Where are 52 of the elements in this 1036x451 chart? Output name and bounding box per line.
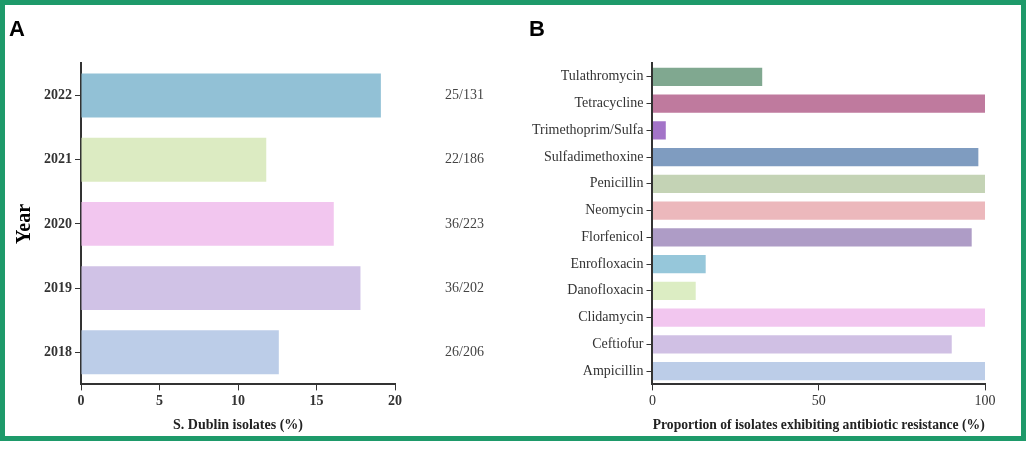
bar bbox=[652, 254, 706, 274]
chart-title: A bbox=[9, 16, 25, 42]
x-tick-label: 5 bbox=[156, 393, 163, 409]
y-tick-label: Ampicillin bbox=[582, 362, 644, 378]
x-axis-title: Proportion of isolates exhibiting antibiotic resistance (%) bbox=[652, 417, 985, 434]
chart-title: B bbox=[529, 16, 545, 42]
y-tick-label: 2018 bbox=[44, 343, 72, 359]
y-tick-label: Trimethoprim/Sulfa bbox=[531, 121, 645, 137]
x-tick-label: 10 bbox=[231, 393, 245, 409]
y-tick-label: 2019 bbox=[44, 279, 72, 295]
x-axis-title: S. Dublin isolates (%) bbox=[173, 417, 304, 434]
y-tick-label: 2022 bbox=[44, 87, 72, 103]
bar bbox=[652, 147, 979, 167]
y-tick-label: Tulathromycin bbox=[560, 68, 644, 84]
x-tick-label: 100 bbox=[974, 393, 996, 409]
bar bbox=[652, 361, 985, 381]
bar bbox=[652, 281, 696, 300]
y-tick-label: Enrofloxacin bbox=[570, 255, 644, 271]
y-tick-label: Ceftiofur bbox=[592, 335, 644, 351]
bar bbox=[81, 330, 279, 375]
bar bbox=[652, 174, 985, 193]
y-tick-label: Clidamycin bbox=[578, 309, 644, 325]
data-label: 36/223 bbox=[445, 215, 484, 231]
x-tick-label: 0 bbox=[648, 393, 656, 409]
y-tick-label: Sulfadimethoxine bbox=[543, 148, 644, 164]
bar bbox=[81, 137, 267, 182]
y-tick-label: Danofloxacin bbox=[567, 282, 644, 298]
y-tick-label: 2021 bbox=[44, 151, 72, 167]
y-tick-label: Tetracycline bbox=[574, 95, 644, 111]
x-tick-label: 50 bbox=[811, 393, 826, 409]
bar bbox=[652, 67, 763, 86]
bar bbox=[81, 201, 334, 246]
data-label: 22/186 bbox=[445, 151, 484, 167]
x-tick-label: 15 bbox=[309, 393, 324, 409]
bar bbox=[81, 266, 361, 311]
y-tick-label: Florfenicol bbox=[581, 228, 644, 244]
y-tick-label: Neomycin bbox=[585, 202, 644, 218]
bar bbox=[652, 121, 666, 140]
bar bbox=[652, 94, 985, 113]
data-label: 26/206 bbox=[445, 343, 484, 359]
bar bbox=[652, 308, 985, 327]
y-tick-label: Penicillin bbox=[589, 175, 644, 191]
data-label: 36/202 bbox=[445, 279, 484, 295]
data-label: 25/131 bbox=[445, 87, 484, 103]
bar bbox=[652, 201, 985, 220]
bar bbox=[81, 73, 381, 118]
x-tick-label: 20 bbox=[388, 393, 402, 409]
x-tick-label: 0 bbox=[77, 393, 85, 409]
y-tick-label: 2020 bbox=[44, 215, 72, 231]
y-axis-title: Year bbox=[12, 203, 35, 244]
bar bbox=[652, 228, 972, 247]
bar bbox=[652, 335, 952, 354]
